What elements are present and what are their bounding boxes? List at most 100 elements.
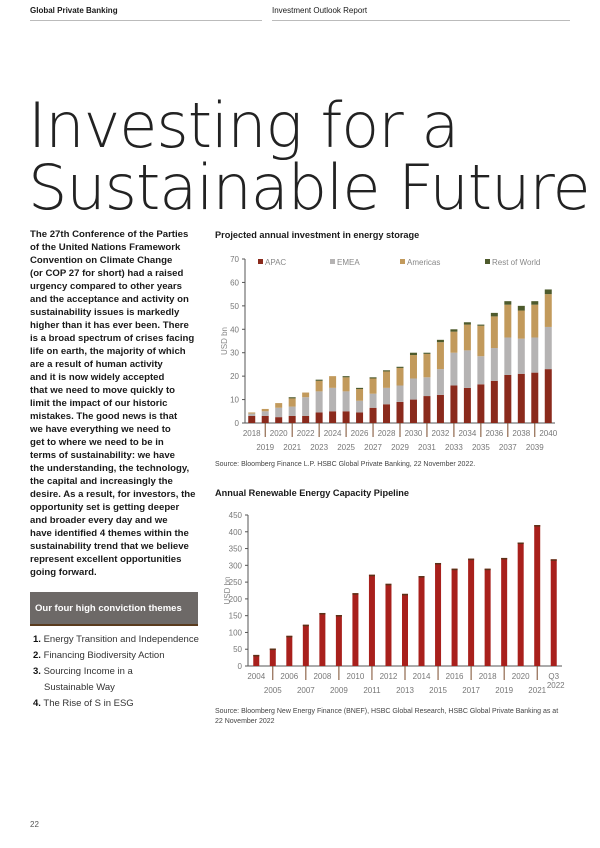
paragraph-line: Convention on Climate Change xyxy=(30,255,173,266)
bar-segment-americas xyxy=(383,371,391,388)
x-tick-label: 2015 xyxy=(429,686,447,695)
bar-segment-rest-of-world xyxy=(517,305,525,311)
bar-segment-americas xyxy=(288,398,296,407)
bar-cap xyxy=(269,648,276,651)
x-tick-label: 2040 xyxy=(539,429,557,438)
bar-segment-apac xyxy=(477,384,485,423)
header-brand: Global Private Banking xyxy=(30,6,118,15)
paragraph-line: mistakes. The good news is that xyxy=(30,411,178,422)
y-tick-label: 350 xyxy=(229,545,243,554)
title-line: Investing for a xyxy=(28,89,459,162)
bar-segment-rest-of-world xyxy=(315,379,323,381)
chart1-source: Source: Bloomberg Finance L.P. HSBC Glob… xyxy=(215,461,476,468)
bar-segment-emea xyxy=(450,352,458,386)
bar-segment-americas xyxy=(369,378,377,394)
x-tick-label: 2037 xyxy=(499,443,517,452)
bar-cap xyxy=(286,635,293,638)
bar-segment-apac xyxy=(423,396,431,423)
y-tick-label: 300 xyxy=(229,561,243,570)
x-tick-label: 2031 xyxy=(418,443,436,452)
bar-cap xyxy=(501,557,508,560)
bar-segment-americas xyxy=(463,324,471,351)
x-tick-label: 2027 xyxy=(364,443,382,452)
paragraph-line: represent excellent opportunities xyxy=(30,554,182,565)
x-tick-label: 2013 xyxy=(396,686,414,695)
bar-segment-emea xyxy=(477,356,485,385)
bar-segment-rest-of-world xyxy=(396,366,404,368)
bar-segment-americas xyxy=(315,380,323,392)
x-tick-label: 2023 xyxy=(310,443,328,452)
bar-cap xyxy=(550,559,557,561)
bar-segment-apac xyxy=(329,411,337,423)
y-tick-label: 0 xyxy=(238,662,243,671)
legend-label: APAC xyxy=(265,258,286,267)
x-tick-label: 2020 xyxy=(270,429,288,438)
bar-segment-rest-of-world xyxy=(504,301,512,305)
bar-cap xyxy=(352,593,359,595)
bar-cap xyxy=(468,558,475,561)
bar-segment-apac xyxy=(275,417,283,423)
paragraph-line: terms of sustainability: we have xyxy=(30,450,176,461)
bar-cap xyxy=(418,576,425,578)
bar xyxy=(269,648,276,666)
paragraph-line: sustainability issues is markedly xyxy=(30,307,180,318)
bar xyxy=(484,568,491,666)
bar-segment-emea xyxy=(409,378,417,400)
bar-segment-emea xyxy=(463,350,471,388)
y-tick-label: 100 xyxy=(229,628,243,637)
paragraph-line: higher than it has ever been. There xyxy=(30,320,189,331)
y-axis-label: USD bn xyxy=(220,327,229,355)
theme-number: 4. xyxy=(33,698,41,709)
header-divider xyxy=(272,20,570,21)
bar-segment-emea xyxy=(544,326,552,370)
bar-cap xyxy=(451,568,458,571)
y-tick-label: 400 xyxy=(229,528,243,537)
bar-segment-americas xyxy=(356,389,364,401)
bar-cap xyxy=(253,654,260,657)
x-tick-label: 2038 xyxy=(512,429,530,438)
y-tick-label: 60 xyxy=(230,278,239,287)
theme-item: 1. Energy Transition and Independence xyxy=(33,632,199,648)
y-axis-label: USD bn xyxy=(223,576,232,604)
paragraph-line: of the United Nations Framework xyxy=(30,242,181,253)
x-tick-label: 2034 xyxy=(458,429,476,438)
bar-segment-emea xyxy=(329,387,337,412)
paragraph-line: the understanding, the technology, xyxy=(30,463,190,474)
bar-segment-apac xyxy=(288,415,296,423)
x-tick-label: 2025 xyxy=(337,443,355,452)
bar-segment-emea xyxy=(531,337,539,373)
bar-segment-americas xyxy=(490,316,498,349)
bar-segment-emea xyxy=(248,413,256,416)
x-tick-label: 2007 xyxy=(297,686,315,695)
y-tick-label: 40 xyxy=(230,325,239,334)
bar-cap xyxy=(302,624,309,627)
bar-segment-apac xyxy=(356,412,364,423)
bar xyxy=(335,614,342,666)
theme-text: Sustainable Way xyxy=(44,682,115,693)
x-tick-label: 2030 xyxy=(405,429,423,438)
theme-number: 3. xyxy=(33,666,41,677)
bar-segment-rest-of-world xyxy=(356,387,364,390)
y-tick-label: 50 xyxy=(230,302,239,311)
bar-segment-emea xyxy=(302,397,310,416)
bar-cap xyxy=(534,525,541,527)
bar-cap xyxy=(335,614,342,617)
x-tick-label: 2021 xyxy=(283,443,301,452)
paragraph-line: the capital and increasingly the xyxy=(30,476,173,487)
bar-cap xyxy=(368,574,375,577)
bar-segment-apac xyxy=(504,374,512,423)
y-tick-label: 30 xyxy=(230,349,239,358)
legend-swatch xyxy=(485,259,490,264)
y-tick-label: 150 xyxy=(229,612,243,621)
bar xyxy=(368,574,375,666)
themes-list: 1. Energy Transition and Independence 2.… xyxy=(33,632,199,712)
x-tick-label: 2008 xyxy=(313,672,331,681)
source-line: Source: Bloomberg New Energy Finance (BN… xyxy=(215,708,559,715)
bar-segment-emea xyxy=(288,406,296,416)
paragraph-line: opportunity set is getting deeper xyxy=(30,502,180,513)
x-tick-label: 2018 xyxy=(243,429,261,438)
bar-segment-americas xyxy=(261,408,269,412)
bar xyxy=(468,558,475,666)
bar-segment-rest-of-world xyxy=(490,312,498,317)
